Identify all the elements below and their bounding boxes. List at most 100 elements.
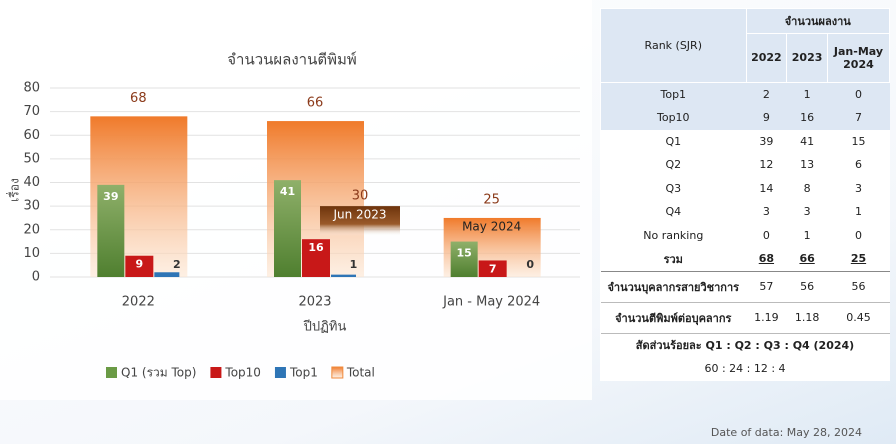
table-row: Q1 39 41 15	[601, 130, 890, 154]
legend-label: Total	[346, 366, 375, 380]
bar	[154, 272, 180, 277]
table-cell: 15	[851, 134, 866, 148]
table-cell: 1	[803, 228, 811, 242]
table-cell: 2	[762, 87, 770, 101]
total-label: 66	[307, 96, 324, 111]
table-cell: No ranking	[643, 228, 704, 242]
y-tick-label: 40	[23, 175, 40, 190]
bar	[125, 255, 154, 277]
annotation-text: May 2024	[462, 219, 521, 233]
table-cell: 3	[854, 181, 862, 195]
legend-swatch	[210, 367, 222, 378]
total-label: 68	[130, 91, 147, 106]
table-row: No ranking 0 1 0	[601, 224, 890, 248]
table-cell: 56	[786, 271, 828, 303]
table-cell: 1.19	[746, 302, 787, 334]
table-cell: 3	[762, 205, 770, 219]
table-cell: รวม	[600, 247, 747, 272]
legend-swatch	[331, 366, 344, 379]
value-label: 0	[526, 258, 534, 271]
table-row: จำนวนตีพิมพ์ต่อบุคลากร 1.19 1.18 0.45	[600, 302, 890, 334]
table-cell: Top10	[656, 111, 690, 125]
value-label: 9	[136, 258, 144, 271]
table-row: รวม 68 66 25	[600, 247, 890, 272]
y-tick-label: 0	[32, 270, 40, 285]
bar	[331, 274, 356, 277]
x-axis-label: ปีปฏิทิน	[303, 319, 347, 335]
table-cell: 8	[803, 181, 811, 195]
chart: จำนวนผลงานตีพิมพ์ ปีปฏิทิน เรื่อง 010203…	[5, 50, 580, 380]
legend-item: Q1 (รวม Top)	[106, 366, 196, 380]
value-label: 2	[173, 258, 181, 271]
y-tick-label: 30	[23, 199, 40, 214]
x-tick-label: 2022	[122, 295, 155, 310]
table-cell: 0	[854, 228, 862, 242]
table-cell: Q2	[665, 158, 682, 172]
table-cell: จำนวนบุคลากรสายวิชาการ	[600, 271, 747, 303]
table-cell: Rank (SJR)	[600, 8, 747, 83]
table-row: จำนวนบุคลากรสายวิชาการ 57 56 56	[600, 271, 890, 303]
chart-title: จำนวนผลงานตีพิมพ์	[227, 51, 357, 69]
table-cell: 1.18	[786, 302, 828, 334]
legend-label: Top1	[289, 366, 318, 380]
table-cell: 2023	[786, 32, 828, 83]
table-cell: 6	[854, 158, 862, 172]
table-row: 60 : 24 : 12 : 4	[601, 357, 890, 381]
y-tick-label: 10	[23, 246, 40, 261]
table-cell: Top1	[660, 87, 687, 101]
y-tick-label: 50	[23, 151, 40, 166]
legend-swatch	[106, 367, 117, 378]
y-tick-label: 20	[23, 222, 40, 237]
table-cell: 60 : 24 : 12 : 4	[704, 362, 786, 376]
y-tick-label: 80	[23, 81, 40, 96]
value-label: 7	[489, 262, 497, 275]
table-cell: 68	[746, 247, 787, 272]
value-label: 15	[457, 247, 472, 260]
table-row: สัดส่วนร้อยละ Q1 : Q2 : Q3 : Q4 (2024)	[601, 333, 890, 357]
table-cell: 0.45	[827, 302, 890, 334]
summary-table: Rank (SJR) จำนวนผลงาน 2022 2023 Jan-May 2024…	[600, 8, 891, 381]
table-cell: จำนวนผลงาน	[745, 8, 891, 34]
table-cell: จำนวนตีพิมพ์ต่อบุคลากร	[600, 302, 747, 334]
table-cell: 1	[803, 87, 811, 101]
legend-swatch	[274, 367, 286, 378]
x-tick-label: 2023	[298, 295, 331, 310]
bar	[274, 180, 301, 277]
table-cell: 12	[759, 158, 774, 172]
table-cell: Jan-May 2024	[826, 32, 891, 83]
table-row: Top10 9 16 7	[600, 106, 890, 130]
bar	[450, 241, 478, 277]
table-row: Q4 3 3 1	[601, 200, 890, 224]
table-row: Rank (SJR) จำนวนผลงาน	[600, 8, 891, 83]
total-label: 25	[483, 192, 500, 207]
table-cell: 41	[800, 134, 815, 148]
table-cell: 1	[854, 205, 862, 219]
table-row: Top1 2 1 0	[600, 82, 890, 106]
table-cell: 56	[827, 271, 890, 303]
legend-item: Top10	[210, 366, 261, 380]
annotation-value: 30	[352, 189, 369, 204]
legend-item: Top1	[274, 366, 318, 380]
annotation-box	[320, 206, 400, 237]
table-cell: Q1	[665, 134, 682, 148]
bar	[302, 239, 330, 277]
value-label: 39	[103, 190, 118, 203]
y-tick-label: 60	[23, 128, 40, 143]
value-label: 1	[350, 258, 358, 271]
table-cell: สัดส่วนร้อยละ Q1 : Q2 : Q3 : Q4 (2024)	[635, 339, 855, 353]
table-row: Q2 12 13 6	[601, 153, 890, 177]
table-cell: 13	[800, 158, 815, 172]
x-tick-label: Jan - May 2024	[442, 295, 540, 310]
value-label: 16	[308, 241, 324, 254]
bar	[478, 260, 507, 277]
table-cell: 57	[746, 271, 787, 303]
legend-label: Top10	[224, 366, 261, 380]
footer: Date of data: May 28, 2024	[710, 426, 862, 439]
y-tick-label: 70	[23, 104, 40, 119]
table-cell: 66	[786, 247, 828, 272]
table-cell: 9	[762, 111, 770, 125]
table-cell: Q4	[665, 205, 682, 219]
table-cell: 16	[800, 111, 815, 125]
legend-item: Total	[331, 366, 375, 380]
